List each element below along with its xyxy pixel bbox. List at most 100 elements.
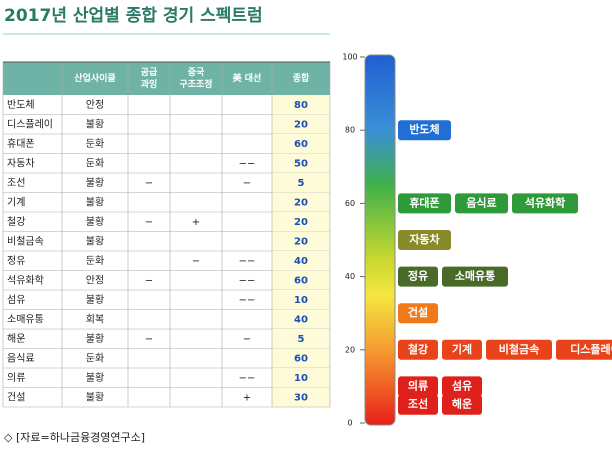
industry-label: 해운: [452, 397, 472, 411]
score: 50: [294, 158, 308, 169]
industry-label: 조선: [408, 397, 428, 411]
cell: −: [243, 178, 251, 189]
cell: −: [145, 178, 153, 189]
industry-chip: [455, 193, 508, 214]
industry-label: 의류: [408, 378, 428, 392]
row-label: 의류: [7, 372, 25, 384]
cell: 안정: [86, 99, 104, 111]
industry-chip: [442, 394, 482, 415]
cell: 불황: [86, 391, 104, 403]
score-bg: [272, 153, 330, 173]
tick-label: 40: [345, 272, 355, 281]
score-bg: [272, 134, 330, 154]
score-bg: [272, 114, 330, 134]
tick-label: 20: [345, 345, 355, 354]
row-label: 자동차: [7, 157, 35, 169]
score: 5: [298, 178, 305, 189]
score-bg: [272, 290, 330, 310]
cell: 불황: [86, 177, 104, 189]
score-bg: [272, 348, 330, 368]
row-label: 휴대폰: [7, 138, 35, 150]
cell: 안정: [86, 274, 104, 286]
tick-label: 0: [347, 419, 352, 428]
industry-chip: [398, 266, 438, 287]
row-label: 기계: [7, 196, 25, 208]
row-label: 건설: [7, 391, 25, 403]
cell: 둔화: [86, 255, 104, 267]
cell: 불황: [86, 235, 104, 247]
cell: −: [192, 256, 200, 267]
cell: 불황: [86, 216, 104, 228]
row-label: 석유화학: [7, 274, 44, 286]
score: 20: [294, 119, 308, 130]
row-label: 반도체: [7, 99, 35, 111]
score-bg: [272, 173, 330, 193]
cell: 둔화: [86, 138, 104, 150]
score: 10: [294, 295, 308, 306]
spectrum-bar: [364, 54, 396, 426]
industry-chip: [398, 120, 451, 141]
row-label: 소매유통: [7, 313, 44, 325]
table-header-bg: [3, 62, 330, 95]
score: 60: [294, 275, 308, 286]
score-bg: [272, 192, 330, 212]
score: 20: [294, 217, 308, 228]
industry-chip: [442, 376, 482, 397]
industry-label: 디스플레이: [570, 342, 612, 356]
industry-chip: [398, 193, 451, 214]
header-cell: 구조조정: [179, 78, 212, 90]
row-label: 섬유: [7, 294, 25, 306]
row-label: 비철금속: [7, 235, 44, 247]
industry-chip: [512, 193, 578, 214]
score: 10: [294, 373, 308, 384]
tick-label: 100: [342, 53, 357, 62]
cell: −: [243, 334, 251, 345]
industry-label: 건설: [408, 305, 428, 319]
tick-label: 60: [345, 199, 355, 208]
cell: −−: [239, 373, 256, 384]
cell: 둔화: [86, 352, 104, 364]
cell: +: [192, 217, 200, 228]
row-label: 디스플레이: [7, 118, 53, 130]
title: 2017년 산업별 종합 경기 스펙트럼: [4, 5, 263, 26]
score: 5: [298, 334, 305, 345]
header-cell: 과잉: [141, 78, 158, 90]
cell: +: [243, 392, 251, 403]
cell: −−: [239, 158, 256, 169]
cell: −−: [239, 295, 256, 306]
cell: −: [145, 334, 153, 345]
score-bg: [272, 387, 330, 407]
score-bg: [272, 329, 330, 349]
header-cell: 공급: [141, 67, 158, 78]
industry-label: 기계: [452, 342, 472, 356]
industry-label: 석유화학: [525, 195, 565, 209]
score-bg: [272, 368, 330, 388]
score-bg: [272, 212, 330, 232]
row-label: 철강: [7, 216, 25, 228]
row-label: 정유: [7, 255, 25, 267]
industry-label: 자동차: [409, 232, 440, 246]
score: 60: [294, 139, 308, 150]
header-cell: 美 대선: [233, 72, 262, 84]
header-cell: 산업사이클: [74, 72, 115, 84]
row-label: 음식료: [7, 352, 35, 364]
score-bg: [272, 270, 330, 290]
industry-label: 섬유: [452, 378, 472, 392]
score-bg: [272, 231, 330, 251]
cell: −−: [239, 256, 256, 267]
cell: 불황: [86, 333, 104, 345]
score: 60: [294, 353, 308, 364]
row-label: 조선: [7, 177, 25, 189]
score: 80: [294, 100, 308, 111]
industry-chip: [442, 266, 508, 287]
cell: 둔화: [86, 157, 104, 169]
header-cell: 중국: [188, 67, 205, 78]
cell: 불황: [86, 196, 104, 208]
cell: 불황: [86, 294, 104, 306]
industry-label: 음식료: [466, 195, 496, 209]
industry-label: 정유: [408, 269, 428, 283]
tick-label: 80: [345, 126, 355, 135]
industry-chip: [556, 339, 612, 360]
cell: 불황: [86, 118, 104, 130]
cell: −: [145, 217, 153, 228]
